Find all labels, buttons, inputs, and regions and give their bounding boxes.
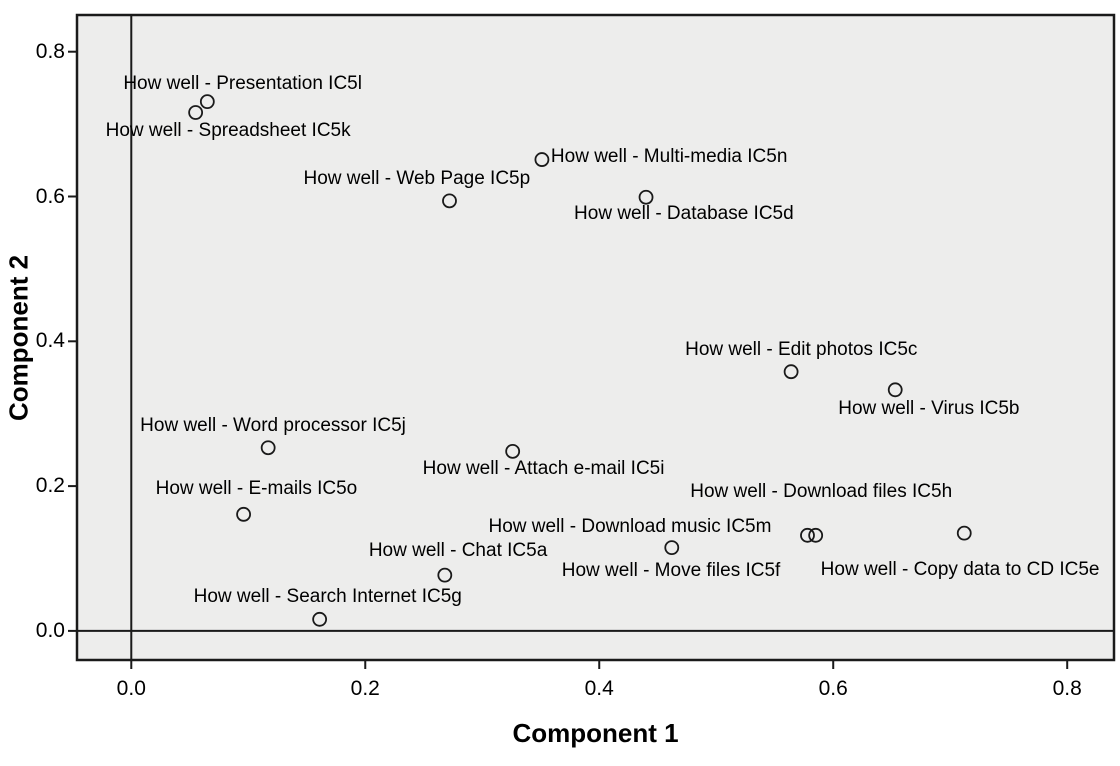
point-label-IC5o: How well - E-mails IC5o (155, 478, 358, 500)
point-label-IC5m: How well - Download music IC5m (488, 516, 772, 538)
point-label-IC5e: How well - Copy data to CD IC5e (820, 559, 1100, 581)
point-label-IC5f: How well - Move files IC5f (561, 559, 781, 581)
point-label-IC5p: How well - Web Page IC5p (303, 167, 531, 189)
point-label-IC5d: How well - Database IC5d (574, 203, 794, 225)
data-point-IC5c (783, 364, 799, 380)
point-label-IC5c: How well - Edit photos IC5c (685, 338, 918, 360)
data-point-IC5f (664, 540, 680, 556)
data-point-IC5i (505, 443, 521, 459)
y-tick-label-0.4: 0.4 (35, 329, 65, 353)
point-label-IC5h: How well - Download files IC5h (690, 481, 953, 503)
data-point-IC5o (236, 506, 251, 522)
y-tick-label-0.6: 0.6 (35, 184, 65, 208)
point-label-IC5l: How well - Presentation IC5l (123, 72, 362, 94)
y-tick-label-0.2: 0.2 (35, 474, 65, 498)
point-label-IC5j: How well - Word processor IC5j (140, 414, 406, 436)
x-tick-label-0.2: 0.2 (350, 677, 380, 700)
point-label-IC5n: How well - Multi-media IC5n (550, 145, 788, 167)
data-point-IC5e (808, 527, 824, 543)
data-point-IC5j (260, 440, 276, 456)
data-point-IC5b (887, 382, 903, 398)
point-label-IC5b: How well - Virus IC5b (838, 397, 1020, 419)
data-point-IC5k (188, 105, 204, 120)
point-label-IC5g: How well - Search Internet IC5g (193, 586, 462, 608)
x-tick-label-0.8: 0.8 (1052, 677, 1082, 700)
data-point-IC5h (956, 525, 972, 541)
data-point-IC5l (199, 94, 215, 110)
data-point-IC5g (312, 611, 328, 627)
data-point-IC5d (638, 189, 654, 205)
data-point-IC5n (534, 152, 550, 167)
point-label-IC5a: How well - Chat IC5a (368, 540, 548, 562)
data-point-IC5a (437, 567, 453, 583)
point-label-IC5i: How well - Attach e-mail IC5i (422, 458, 665, 480)
y-tick-label-0.0: 0.0 (35, 618, 65, 642)
y-tick-label-0.8: 0.8 (35, 39, 65, 63)
point-label-IC5k: How well - Spreadsheet IC5k (105, 119, 351, 141)
x-axis-title: Component 1 (512, 718, 679, 748)
x-tick-label-0.0: 0.0 (116, 677, 146, 700)
x-tick-label-0.4: 0.4 (584, 677, 614, 700)
data-point-IC5p (442, 193, 457, 209)
x-tick-label-0.6: 0.6 (818, 677, 848, 700)
data-point-IC5m (800, 527, 815, 543)
y-axis-title: Component 2 (3, 254, 34, 421)
plot-area-frame (75, 13, 1116, 662)
